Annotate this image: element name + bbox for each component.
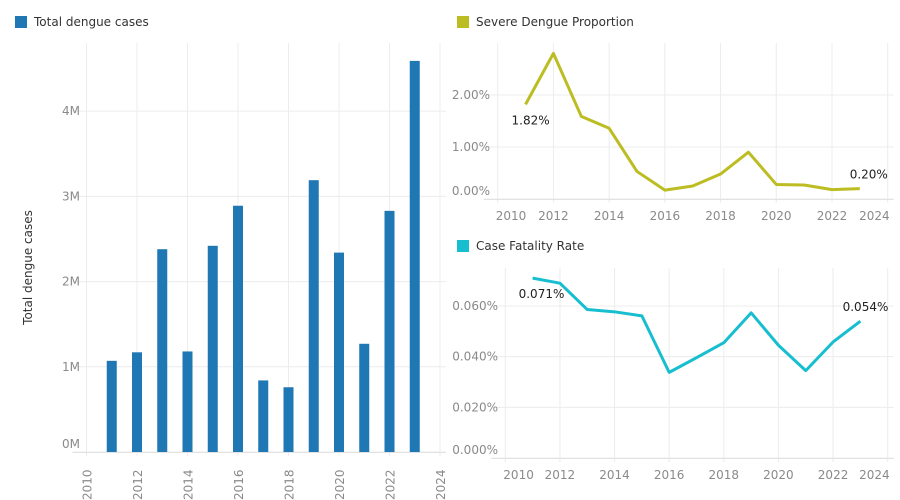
y-tick-label: 0.00% [452, 184, 490, 198]
y-tick-label: 0.000% [452, 443, 498, 457]
series-line [524, 51, 860, 192]
y-tick-label: 0.060% [452, 299, 498, 313]
data-label: 0.20% [850, 168, 888, 182]
x-tick-label: 2020 [761, 209, 792, 223]
x-tick-label: 2018 [709, 468, 740, 482]
y-tick-label: 0.040% [452, 350, 498, 364]
x-tick-label: 2020 [763, 468, 794, 482]
series-line [532, 276, 862, 374]
data-label: 0.054% [843, 300, 889, 314]
bar [132, 352, 142, 452]
bar [359, 343, 370, 452]
bar [182, 351, 193, 452]
x-tick-label: 2010 [496, 209, 527, 223]
x-tick-label: 2016 [654, 468, 685, 482]
x-tick-label: 2020 [333, 469, 347, 500]
x-tick-label: 2016 [232, 469, 246, 500]
legend-label: Total dengue cases [34, 15, 149, 29]
legend-swatch [457, 16, 469, 28]
data-label: 1.82% [512, 113, 550, 127]
y-axis-title: Total dengue cases [21, 210, 35, 326]
legend-swatch [457, 240, 469, 252]
legend-label: Severe Dengue Proportion [476, 15, 634, 29]
legend-severe-dengue[interactable]: Severe Dengue Proportion [457, 15, 634, 29]
legend-case-fatality[interactable]: Case Fatality Rate [457, 239, 584, 253]
x-tick-label: 2010 [81, 469, 95, 500]
bar [334, 252, 344, 452]
x-tick-label: 2012 [538, 209, 569, 223]
x-tick-label: 2012 [545, 468, 576, 482]
bar [308, 180, 319, 452]
data-label: 0.071% [519, 287, 565, 301]
x-tick-label: 2014 [594, 209, 625, 223]
x-tick-label: 2024 [859, 209, 890, 223]
y-tick-label: 0.020% [452, 400, 498, 414]
x-tick-label: 2024 [434, 469, 448, 500]
x-tick-label: 2022 [818, 468, 849, 482]
x-tick-label: 2022 [817, 209, 848, 223]
bar [233, 205, 243, 452]
bar [157, 249, 168, 452]
y-tick-label: 2M [62, 275, 80, 289]
bar [283, 387, 294, 452]
y-tick-label: 1M [62, 360, 80, 374]
y-tick-label: 2.00% [452, 88, 490, 102]
legend-total-cases[interactable]: Total dengue cases [15, 15, 149, 29]
x-tick-label: 2024 [859, 468, 890, 482]
bar [106, 360, 117, 452]
bar [384, 210, 395, 452]
x-tick-label: 2018 [705, 209, 736, 223]
legend-label: Case Fatality Rate [476, 239, 585, 253]
y-tick-label: 4M [62, 104, 80, 118]
y-tick-label: 3M [62, 189, 80, 203]
bar [258, 380, 269, 452]
x-tick-label: 2016 [650, 209, 681, 223]
legend-swatch [15, 16, 27, 28]
y-tick-label: 0M [62, 437, 80, 451]
x-tick-label: 2010 [503, 468, 534, 482]
y-tick-label: 1.00% [452, 140, 490, 154]
x-tick-label: 2014 [182, 469, 196, 500]
bar [207, 245, 218, 452]
x-tick-label: 2014 [599, 468, 630, 482]
x-tick-label: 2018 [283, 469, 297, 500]
x-tick-label: 2012 [131, 469, 145, 500]
x-tick-label: 2022 [384, 469, 398, 500]
bar [409, 60, 420, 453]
